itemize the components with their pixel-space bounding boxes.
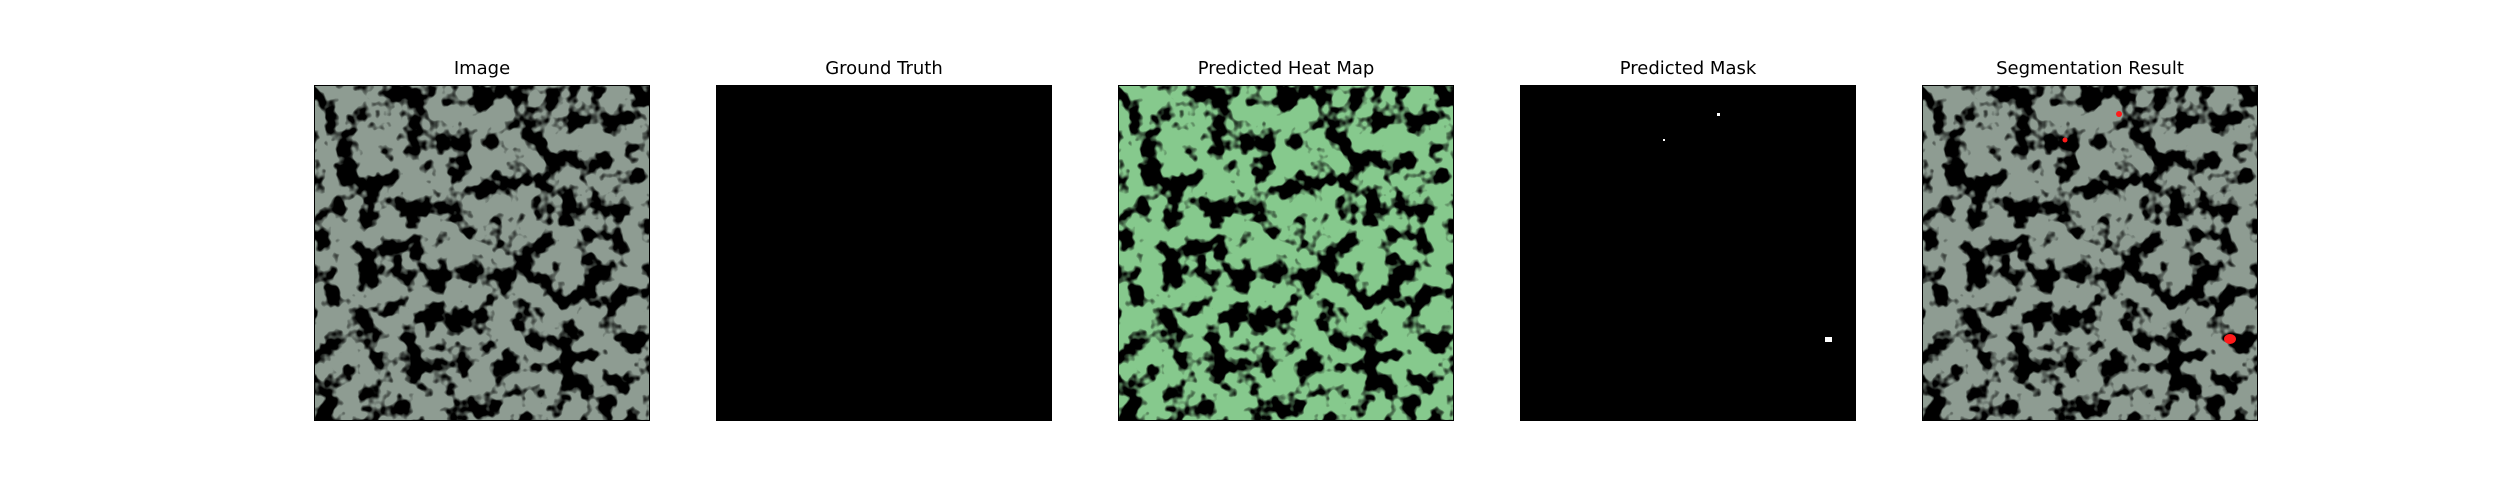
panel-frame <box>1520 85 1856 421</box>
panel-predicted-mask <box>1520 85 1856 421</box>
segmentation-overlay-image <box>1922 85 2258 421</box>
panel-segmentation-result <box>1922 85 2258 421</box>
panel-frame <box>1118 85 1454 421</box>
texture-image <box>314 85 650 421</box>
panel-title-segmentation: Segmentation Result <box>1996 58 2184 79</box>
heat-map-image <box>1118 85 1454 421</box>
panel-image <box>314 85 650 421</box>
panel-title-ground-truth: Ground Truth <box>825 58 943 79</box>
mask-blob <box>1663 139 1665 141</box>
segment-highlight <box>2116 111 2122 117</box>
panel-frame <box>314 85 650 421</box>
mask-blob <box>1717 113 1720 116</box>
segment-highlight <box>2062 137 2068 143</box>
ground-truth-mask <box>716 85 1052 421</box>
panel-title-image: Image <box>453 58 511 79</box>
panel-title-heat-map: Predicted Heat Map <box>1197 58 1375 79</box>
mask-blob <box>1825 337 1832 342</box>
panel-heat-map <box>1118 85 1454 421</box>
predicted-mask-image <box>1520 85 1856 421</box>
panel-frame <box>1922 85 2258 421</box>
segment-highlight <box>2224 334 2236 344</box>
panel-title-predicted-mask: Predicted Mask <box>1619 58 1757 79</box>
panel-ground-truth <box>716 85 1052 421</box>
panel-frame <box>716 85 1052 421</box>
